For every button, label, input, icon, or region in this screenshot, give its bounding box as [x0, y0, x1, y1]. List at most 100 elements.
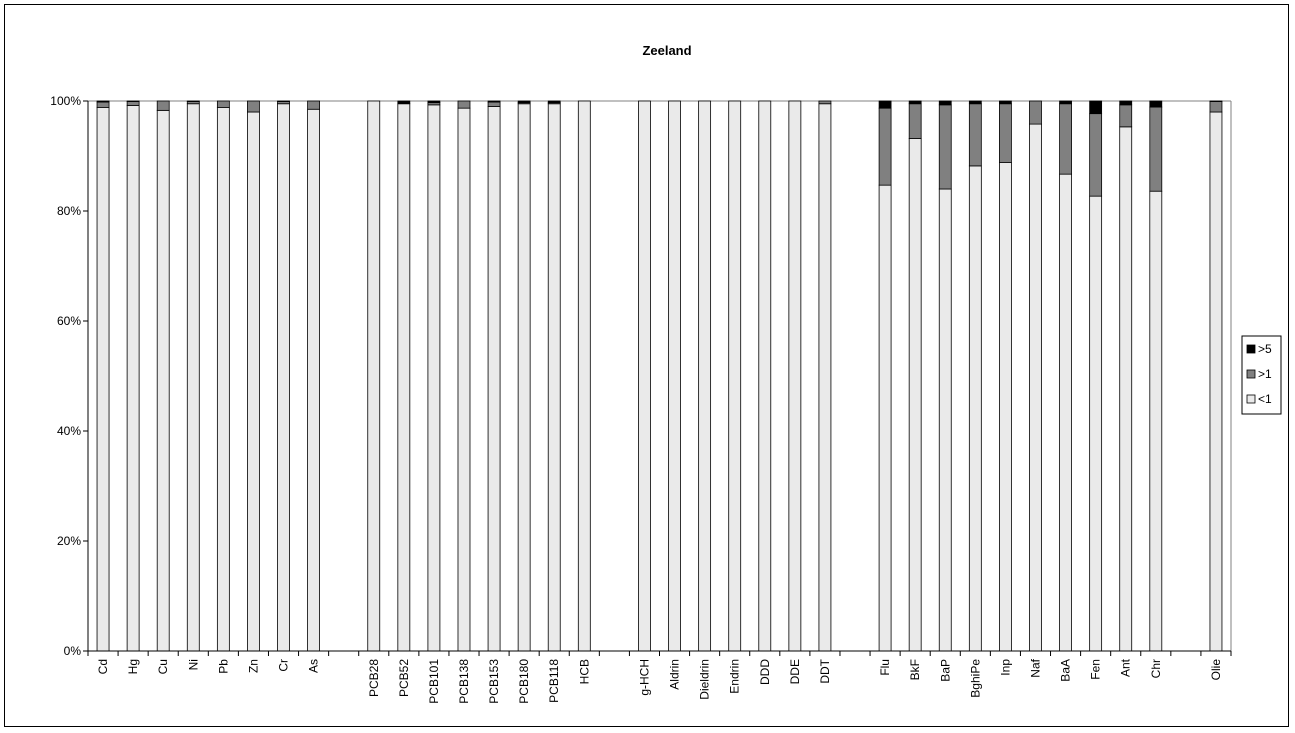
bar-segment: [908, 103, 922, 139]
bar-segment: [1089, 195, 1103, 652]
bar-segment: [878, 100, 892, 109]
bar-segment: [307, 100, 320, 110]
bar-segment: [457, 100, 471, 109]
x-category-label: Zn: [246, 659, 260, 673]
bar-segment: [216, 107, 230, 652]
x-category-label: BkF: [908, 659, 922, 680]
x-category-label: PCB28: [367, 659, 381, 697]
x-category-label: PCB153: [487, 659, 501, 704]
bar-segment: [938, 100, 952, 106]
bar-segment: [156, 100, 170, 111]
bar-segment: [1089, 100, 1103, 115]
x-category-label: HCB: [577, 659, 591, 684]
x-category-label: Ni: [186, 659, 200, 670]
x-category-label: Cr: [277, 659, 291, 672]
bar-segment: [968, 100, 982, 105]
x-category-label: Flu: [878, 659, 892, 676]
bar-segment: [1119, 126, 1133, 652]
bar-segment: [1119, 104, 1133, 128]
x-category-label: PCB180: [517, 659, 531, 704]
x-category-label: Olie: [1209, 659, 1223, 681]
x-category-label: Aldrin: [668, 659, 682, 690]
bar-segment: [638, 100, 651, 652]
bar-segment: [728, 100, 742, 652]
bar-segment: [547, 100, 561, 104]
bar-segment: [96, 100, 110, 103]
legend-swatch: [1246, 369, 1256, 379]
bar-segment: [968, 103, 982, 167]
bar-segment: [1029, 123, 1042, 652]
bar-segment: [1089, 113, 1103, 197]
bar-segment: [878, 107, 892, 186]
bar-segment: [1119, 100, 1133, 106]
bar-segment: [126, 105, 140, 652]
y-tick-label: 0%: [64, 644, 82, 658]
bar-segment: [96, 101, 110, 108]
bar-segment: [758, 100, 772, 652]
x-category-label: BaP: [938, 659, 952, 682]
bar-segment: [818, 103, 832, 652]
bar-segment: [577, 100, 591, 652]
x-category-label: g-HCH: [637, 659, 651, 696]
bar-segment: [367, 100, 381, 652]
bar-segment: [487, 100, 501, 103]
x-category-label: Endrin: [728, 659, 742, 694]
x-category-label: Dieldrin: [698, 659, 712, 700]
x-category-label: Ant: [1119, 658, 1133, 677]
y-axis: 0% 20% 40% 60% 80% 100%: [50, 94, 89, 658]
bar-segment: [1029, 100, 1042, 125]
bar-segment: [247, 100, 260, 113]
bar-segment: [247, 111, 260, 652]
legend-swatch: [1246, 394, 1256, 404]
legend-swatch: [1246, 344, 1256, 354]
bar-segment: [126, 101, 140, 106]
bar-segment: [878, 184, 892, 652]
bar-segment: [1059, 100, 1072, 105]
bar-segment: [1059, 103, 1072, 175]
bar-segment: [1209, 100, 1223, 102]
x-axis: Cd Hg Cu Ni Pb Zn Cr As PCB28 PCB52 PCB101 PCB138 PC…: [87, 650, 1232, 704]
bar-segment: [307, 108, 320, 652]
bar-segment: [788, 100, 802, 652]
x-category-label: Naf: [1028, 658, 1042, 677]
x-category-label: Chr: [1149, 659, 1163, 678]
bar-segment: [427, 100, 441, 104]
bar-segment: [1149, 190, 1163, 652]
bar-segment: [908, 137, 922, 652]
bar-segment: [186, 103, 200, 652]
y-tick-label: 20%: [57, 534, 81, 548]
bar-segment: [698, 100, 712, 652]
bar-segment: [156, 109, 170, 652]
x-category-label: Hg: [126, 659, 140, 674]
bar-segment: [908, 100, 922, 105]
x-category-label: Cu: [156, 659, 170, 674]
bar-segment: [999, 103, 1012, 163]
y-tick-label: 40%: [57, 424, 81, 438]
y-tick-label: 80%: [57, 204, 81, 218]
bar-segment: [1209, 111, 1223, 652]
x-category-label: BaA: [1059, 659, 1073, 682]
x-category-label: PCB101: [427, 659, 441, 704]
bar-segment: [1149, 106, 1163, 192]
bar-segment: [457, 107, 471, 652]
legend-label: <1: [1258, 392, 1272, 406]
bar-segment: [277, 100, 290, 102]
bar-segment: [216, 100, 230, 108]
bar-segment: [968, 165, 982, 652]
x-category-label: DDE: [788, 659, 802, 684]
bar-segment: [96, 107, 110, 652]
bar-segment: [517, 103, 531, 652]
legend: >5 >1 <1: [1241, 335, 1282, 415]
x-category-label: PCB118: [547, 659, 561, 703]
bar-segment: [668, 100, 681, 652]
x-category-label: DDT: [818, 658, 832, 683]
bar-segment: [938, 188, 952, 652]
plot-area: [88, 100, 1232, 652]
chart-svg: Zeeland 0%20%40%60%80%100% Cd Hg Cu Ni Pb Zn C…: [50, 43, 1282, 704]
bar-segment: [1149, 100, 1163, 108]
legend-label: >1: [1258, 367, 1272, 381]
bar-segment: [938, 104, 952, 190]
x-category-label: PCB138: [457, 659, 471, 704]
x-category-label: Cd: [96, 659, 110, 674]
x-category-label: DDD: [758, 659, 772, 685]
